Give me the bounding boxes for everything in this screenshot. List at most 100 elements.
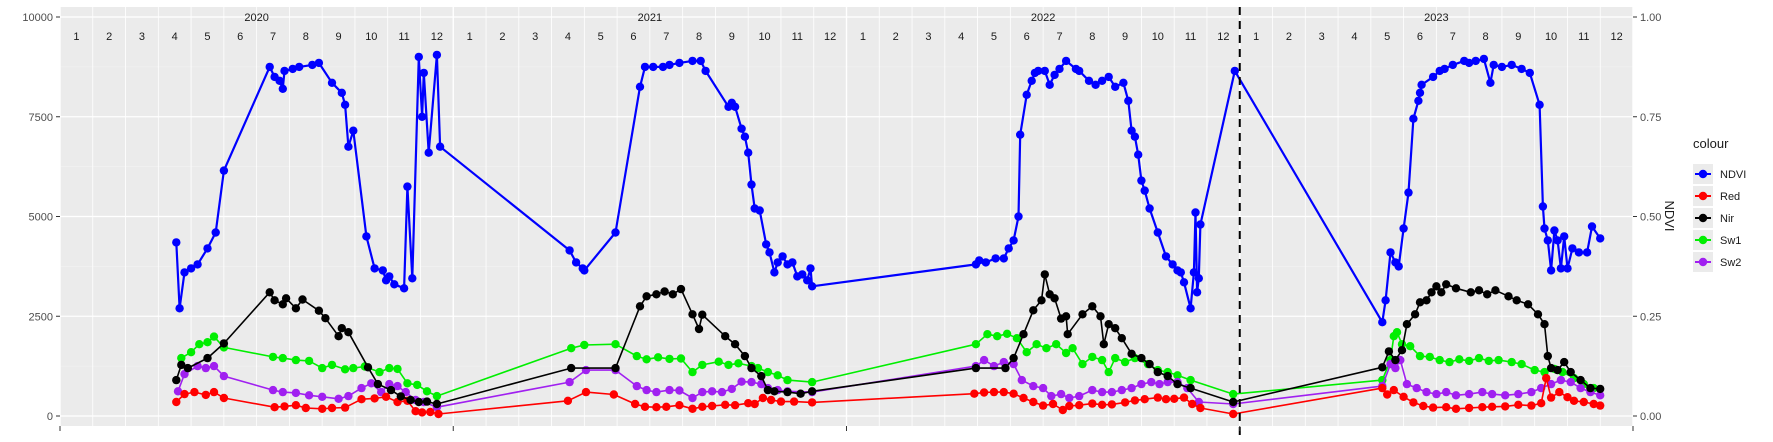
month-label: 4: [1351, 31, 1357, 43]
data-point-ndvi: [1574, 248, 1584, 257]
data-point-ndvi: [765, 248, 774, 257]
data-point-sw1: [1078, 359, 1087, 369]
data-point-ndvi: [773, 258, 782, 267]
data-point-nir: [1163, 371, 1172, 381]
data-point-sw1: [724, 360, 733, 370]
data-point-red: [1058, 405, 1068, 415]
data-point-sw2: [291, 388, 301, 398]
data-point-sw1: [1173, 371, 1182, 380]
data-point-nir: [688, 310, 697, 319]
legend-key-point: [1698, 257, 1708, 267]
data-point-sw1: [580, 340, 589, 350]
data-point-nir: [406, 395, 415, 405]
data-point-nir: [1437, 288, 1446, 297]
data-point-red: [1579, 397, 1589, 407]
data-point-sw1: [993, 332, 1002, 341]
data-point-ndvi: [1055, 64, 1064, 74]
data-point-ndvi: [378, 266, 387, 275]
data-point-red: [172, 397, 181, 407]
legend-key-point: [1698, 213, 1708, 223]
data-point-red: [1161, 395, 1171, 404]
data-point-nir: [1186, 383, 1195, 393]
legend-label: Sw1: [1720, 235, 1741, 247]
data-point-red: [721, 400, 730, 409]
legend: colour NDVI Red Nir Sw1 Sw2: [1693, 136, 1746, 272]
data-point-red: [1389, 385, 1399, 395]
data-point-ndvi: [665, 60, 674, 70]
data-point-sw1: [1425, 352, 1435, 362]
data-point-nir: [1543, 351, 1553, 361]
data-point-sw2: [1566, 377, 1575, 387]
data-point-ndvi: [778, 252, 787, 261]
data-point-red: [1409, 398, 1418, 407]
data-point-ndvi: [571, 258, 581, 267]
data-point-ndvi: [1440, 64, 1449, 74]
data-point-red: [327, 403, 337, 413]
data-point-red: [1179, 393, 1189, 402]
data-point-ndvi: [1404, 188, 1413, 197]
data-point-sw1: [783, 375, 792, 385]
data-point-nir: [1483, 290, 1492, 299]
month-label: 8: [303, 31, 309, 43]
data-point-red: [744, 399, 753, 408]
data-point-sw2: [1556, 375, 1566, 385]
data-point-nir: [721, 332, 730, 341]
data-point-nir: [747, 363, 756, 373]
data-point-nir: [770, 387, 779, 396]
data-point-ndvi: [1091, 80, 1100, 90]
month-label: 1: [860, 31, 866, 43]
data-point-nir: [1145, 359, 1154, 369]
data-point-ndvi: [327, 78, 337, 88]
data-point-nir: [1586, 383, 1595, 393]
data-point-ndvi: [1550, 226, 1559, 235]
data-point-ndvi: [658, 62, 668, 72]
data-point-nir: [344, 328, 353, 337]
data-point-nir: [1442, 280, 1451, 289]
data-point-red: [688, 404, 697, 413]
data-point-ndvi: [172, 238, 181, 247]
data-point-nir: [1127, 349, 1136, 358]
data-point-sw1: [1052, 340, 1061, 349]
data-point-red: [581, 387, 591, 397]
data-point-ndvi: [414, 52, 423, 62]
data-point-red: [999, 387, 1008, 397]
data-point-ndvi: [701, 66, 710, 76]
data-point-nir: [1037, 296, 1046, 305]
data-point-ndvi: [1507, 60, 1516, 70]
data-point-ndvi: [1145, 204, 1154, 213]
data-point-ndvi: [349, 126, 358, 135]
data-point-sw2: [173, 387, 183, 396]
data-point-sw1: [1474, 353, 1484, 363]
data-point-nir: [203, 353, 212, 363]
data-point-ndvi: [1582, 248, 1592, 257]
data-point-red: [750, 399, 759, 409]
data-point-red: [1088, 399, 1097, 408]
data-point-red: [280, 402, 289, 411]
data-point-sw1: [1392, 328, 1402, 337]
data-point-nir: [1546, 363, 1556, 373]
data-point-red: [1229, 409, 1238, 419]
data-point-sw1: [1406, 342, 1415, 351]
series-nir: [172, 270, 1605, 409]
data-point-sw1: [195, 340, 204, 349]
data-point-ndvi: [1140, 186, 1149, 195]
data-point-ndvi: [308, 60, 317, 70]
data-point-sw1: [375, 367, 384, 377]
data-point-ndvi: [1471, 56, 1480, 66]
data-point-sw2: [675, 386, 684, 395]
data-point-sw1: [278, 353, 287, 363]
data-point-sw2: [565, 377, 574, 387]
data-point-red: [1188, 399, 1197, 409]
data-point-ndvi: [1414, 96, 1423, 106]
data-point-red: [766, 395, 776, 405]
data-point-sw2: [367, 379, 376, 388]
data-point-sw2: [1527, 387, 1536, 397]
data-point-red: [1487, 402, 1497, 411]
data-point-sw2: [1478, 387, 1487, 397]
data-point-ndvi: [1568, 244, 1577, 253]
data-point-red: [426, 407, 435, 417]
data-point-red: [1555, 387, 1564, 397]
data-point-ndvi: [403, 182, 412, 191]
data-point-ndvi: [737, 124, 746, 133]
data-point-ndvi: [611, 228, 620, 237]
